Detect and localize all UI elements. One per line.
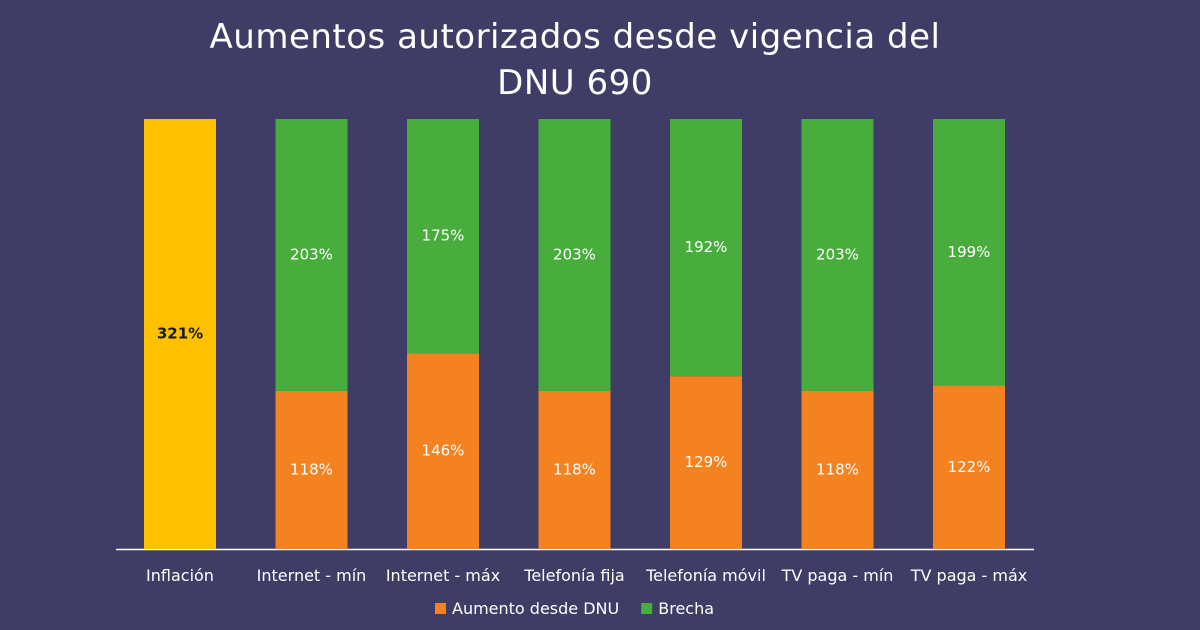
bar-label-inflacion: 321% [157,325,203,343]
bar-label-aumento: 146% [422,442,465,460]
bar-segment-brecha [801,119,874,391]
bar-segment-brecha [670,119,742,377]
bar-label-brecha: 199% [948,243,991,261]
x-tick-label: Telefonía fija [523,566,624,585]
bar-segment-aumento [275,390,348,549]
x-tick-label: Inflación [146,566,214,585]
bar-label-aumento: 122% [948,458,991,476]
bar-segment-brecha [538,119,611,391]
bar-segment-aumento [407,353,479,549]
chart-title-line-1: Aumentos autorizados desde vigencia del [209,17,941,57]
bar-label-brecha: 175% [422,227,465,245]
bar-label-brecha: 203% [553,245,596,263]
legend-swatch-aumento [435,603,446,614]
bar-segment-aumento [538,390,611,549]
x-tick-label: TV paga - máx [910,566,1028,585]
legend-label-brecha: Brecha [658,599,714,618]
bar-label-brecha: 203% [816,245,859,263]
bar-label-brecha: 203% [290,245,333,263]
x-tick-label: Telefonía móvil [645,566,766,585]
bar-segment-brecha [275,119,348,391]
bar-label-aumento: 118% [816,460,859,478]
bar-inflacion [144,119,216,549]
legend-swatch-brecha [641,603,653,614]
bar-label-aumento: 118% [553,460,596,478]
bar-segment-aumento [670,376,742,549]
bar-segment-aumento [801,390,874,549]
x-tick-label: Internet - máx [386,566,500,585]
bar-segment-brecha [933,119,1005,386]
bar-label-aumento: 129% [685,453,728,471]
bar-label-aumento: 118% [290,460,333,478]
bar-segment-brecha [407,119,479,354]
bar-label-brecha: 192% [685,238,728,256]
x-tick-label: TV paga - mín [781,566,894,585]
bar-segment-aumento [933,385,1005,549]
chart-title-line-2: DNU 690 [497,63,653,103]
chart-title: Aumentos autorizados desde vigencia del … [0,14,1150,106]
x-tick-label: Internet - mín [257,566,367,585]
legend-label-aumento: Aumento desde DNU [452,599,619,618]
